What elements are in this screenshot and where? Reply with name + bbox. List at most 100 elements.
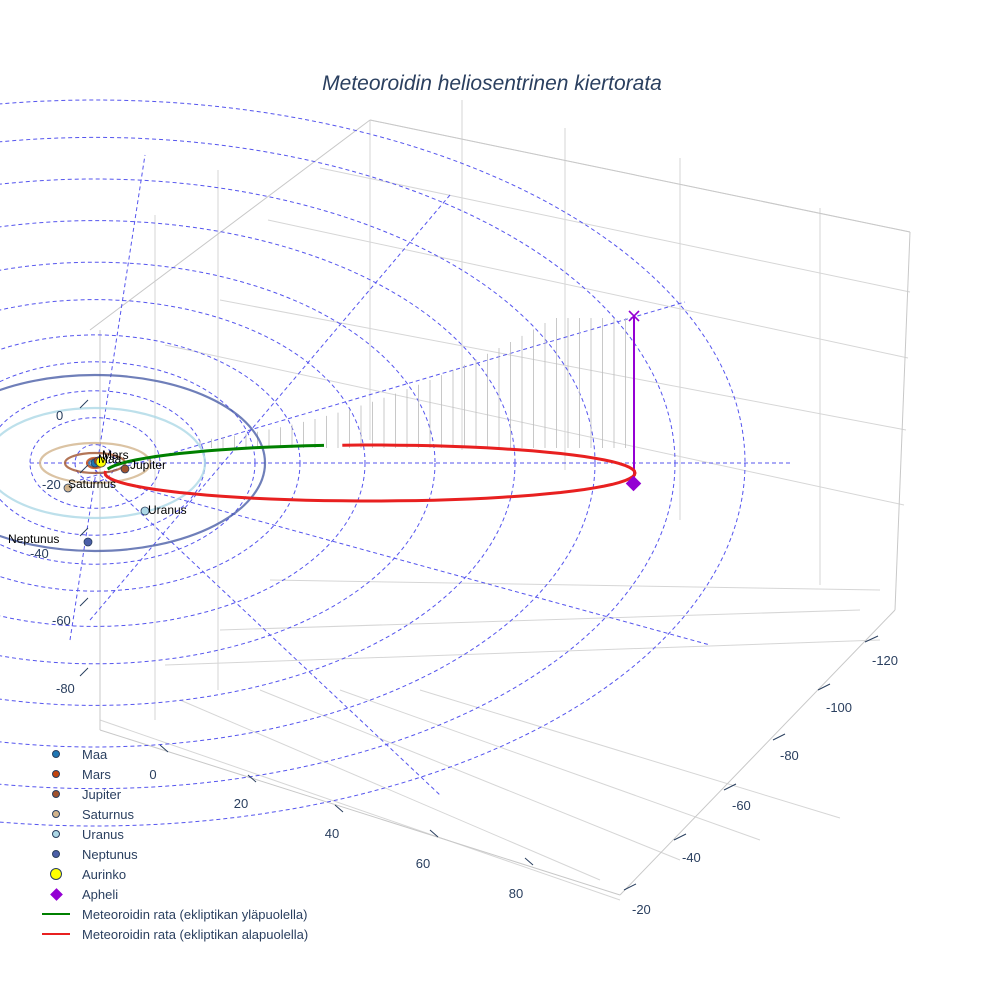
x-tick-label: -60 [732, 798, 751, 813]
y-tick-label-mark [524, 857, 534, 866]
grid-line [219, 299, 907, 431]
legend-item-uranus[interactable]: Uranus [38, 824, 308, 844]
grid-line [164, 344, 905, 506]
x-tick-label: -100 [826, 700, 852, 715]
legend-label: Uranus [82, 826, 124, 842]
legend-marker-saturnus [52, 810, 60, 818]
grid-line [164, 639, 881, 666]
ecliptic-axis-line [79, 301, 686, 481]
legend-item-orbit-below[interactable]: Meteoroidin rata (ekliptikan alapuolella… [38, 924, 308, 944]
legend-marker-mars [52, 770, 60, 778]
planet-label-mars: Mars [102, 448, 129, 462]
planet-label-saturnus: Saturnus [68, 477, 116, 491]
orbit-neptunus [0, 373, 267, 553]
legend-item-neptunus[interactable]: Neptunus [38, 844, 308, 864]
y-tick-label: 60 [416, 856, 430, 871]
legend-label: Jupiter [82, 786, 122, 802]
grid-line [99, 719, 621, 901]
grid-line [267, 219, 909, 359]
orbit-uranus [0, 406, 207, 520]
ecliptic-axis-line [69, 154, 146, 641]
legend-item-saturnus[interactable]: Saturnus [38, 804, 308, 824]
z-tick-label-mark [79, 464, 89, 474]
planet-label-jupiter: Jupiter [130, 458, 166, 472]
legend-marker-neptunus [52, 850, 60, 858]
z-tick-label-mark [79, 597, 89, 607]
legend-label: Maa [82, 746, 108, 762]
legend-item-orbit-above[interactable]: Meteoroidin rata (ekliptikan yläpuolella… [38, 904, 308, 924]
ecliptic-ring [0, 261, 436, 665]
y-tick-label-mark [429, 829, 439, 838]
box-edge [369, 119, 911, 233]
ecliptic-axis-line [89, 194, 451, 621]
legend-marker-jupiter [52, 790, 60, 798]
z-tick-label: -20 [42, 477, 61, 492]
marker-aurinko [95, 456, 107, 468]
marker-jupiter [120, 464, 130, 474]
legend-item-jupiter[interactable]: Jupiter [38, 784, 308, 804]
legend-item-maa[interactable]: Maa [38, 744, 308, 764]
legend-label: Neptunus [82, 846, 138, 862]
legend-label: Mars [82, 766, 111, 782]
orbit-saturnus [38, 441, 152, 485]
x-tick-label-mark [817, 683, 831, 691]
orbit-line-below [103, 443, 637, 503]
y-tick-label: 0 [149, 767, 156, 782]
z-tick-label: 0 [56, 408, 63, 423]
legend-label: Aurinko [82, 866, 127, 882]
x-tick-label-mark [723, 783, 737, 791]
legend: Maa Mars Jupiter Saturnus Uranus Neptunu… [38, 744, 308, 944]
legend-line-orbit-below [42, 933, 70, 935]
planet-label-neptunus: Neptunus [8, 532, 59, 546]
planet-label-uranus: Uranus [148, 503, 187, 517]
y-tick-label: 40 [325, 826, 339, 841]
meteoroid-orbit [103, 443, 637, 503]
y-tick-label-mark [159, 744, 169, 753]
box-edge [89, 119, 371, 331]
marker-uranus [140, 506, 150, 516]
x-tick-label: -20 [632, 902, 651, 917]
aphelion-x-stroke [628, 310, 640, 322]
z-tick-label-mark [79, 667, 89, 677]
y-tick-label-mark [334, 804, 344, 813]
x-tick-label-mark [673, 833, 687, 841]
grid-line [219, 609, 861, 631]
axis-tick-marks [79, 399, 879, 891]
planet-orbits [0, 373, 267, 553]
grid-line [259, 689, 681, 861]
y-tick-label: 80 [509, 886, 523, 901]
ecliptic-axis-line [109, 479, 711, 646]
planet-label-maa: Maa [98, 452, 122, 466]
marker-saturnus [63, 483, 73, 493]
legend-label: Saturnus [82, 806, 135, 822]
ecliptic-ring [0, 178, 596, 748]
z-tick-label: -40 [30, 546, 49, 561]
z-tick-label: -80 [56, 681, 75, 696]
ecliptic-axis-line [94, 469, 441, 796]
x-tick-label: -120 [872, 653, 898, 668]
projection-drop-lines [199, 316, 635, 482]
box-edge [619, 609, 896, 896]
aphelion-projection-marker [628, 310, 640, 322]
z-tick-label-mark [79, 527, 89, 537]
grid-line [419, 689, 841, 819]
ecliptic-ring [0, 299, 366, 627]
legend-item-apheli[interactable]: Apheli [38, 884, 308, 904]
x-tick-label-mark [623, 883, 637, 891]
legend-label: Meteoroidin rata (ekliptikan yläpuolella… [82, 906, 308, 922]
orbit-line-above [106, 443, 325, 471]
y-tick-label: 20 [234, 796, 248, 811]
box-edge [99, 729, 621, 896]
legend-line-orbit-above [42, 913, 70, 915]
box-edge [894, 231, 911, 611]
z-tick-label: -60 [52, 613, 71, 628]
axis-grid [89, 100, 911, 901]
legend-marker-aurinko [50, 868, 62, 880]
grid-line [269, 579, 881, 591]
grid-line [319, 167, 911, 293]
legend-item-mars[interactable]: Mars [38, 764, 308, 784]
x-tick-label: -80 [780, 748, 799, 763]
legend-item-aurinko[interactable]: Aurinko [38, 864, 308, 884]
